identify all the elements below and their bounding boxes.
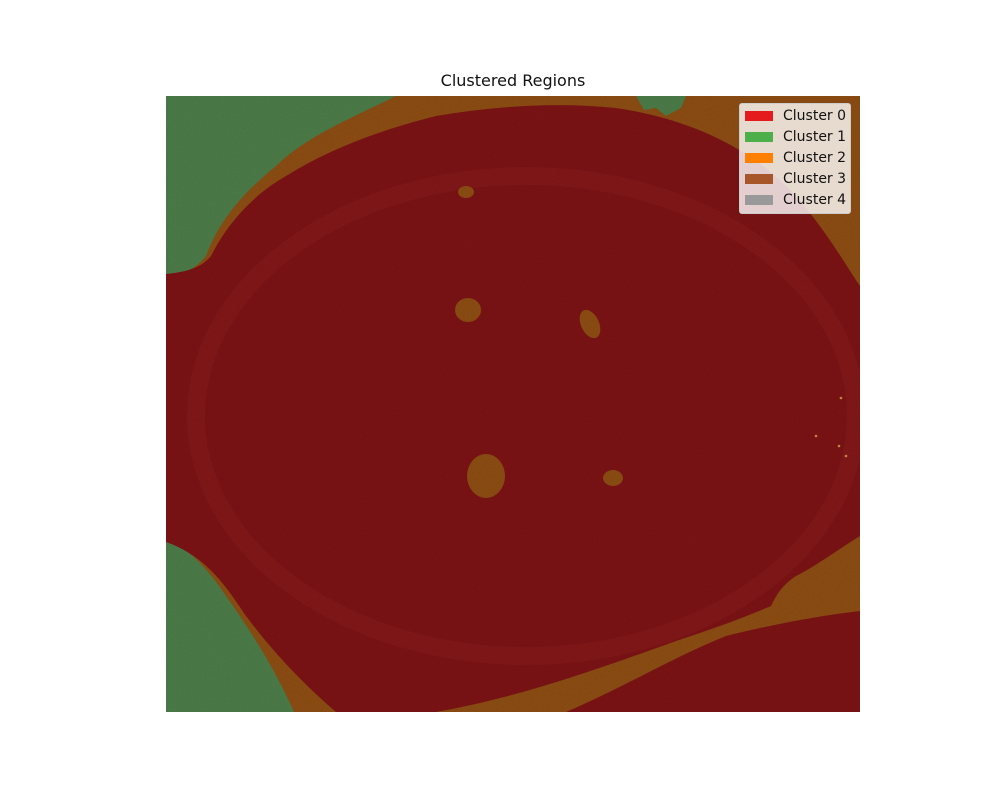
legend-label-cluster-1: Cluster 1 (783, 129, 847, 146)
legend-item-cluster-3: Cluster 3 (740, 168, 850, 189)
legend-item-cluster-4: Cluster 4 (740, 189, 850, 210)
legend-label-cluster-3: Cluster 3 (783, 170, 847, 187)
legend-swatch-cluster-3 (745, 173, 773, 184)
legend-swatch-cluster-4 (745, 194, 773, 205)
plot-title: Clustered Regions (440, 71, 586, 90)
legend-swatch-cluster-0 (745, 111, 773, 122)
legend-item-cluster-2: Cluster 2 (740, 148, 850, 169)
legend-label-cluster-4: Cluster 4 (783, 191, 847, 208)
legend-swatch-cluster-1 (745, 132, 773, 143)
legend-item-cluster-0: Cluster 0 (740, 106, 850, 127)
legend-label-cluster-0: Cluster 0 (783, 108, 847, 125)
legend-label-cluster-2: Cluster 2 (783, 149, 847, 166)
legend: Cluster 0 Cluster 1 Cluster 2 Cluster 3 … (739, 103, 851, 214)
legend-swatch-cluster-2 (745, 152, 773, 163)
legend-item-cluster-1: Cluster 1 (740, 127, 850, 148)
